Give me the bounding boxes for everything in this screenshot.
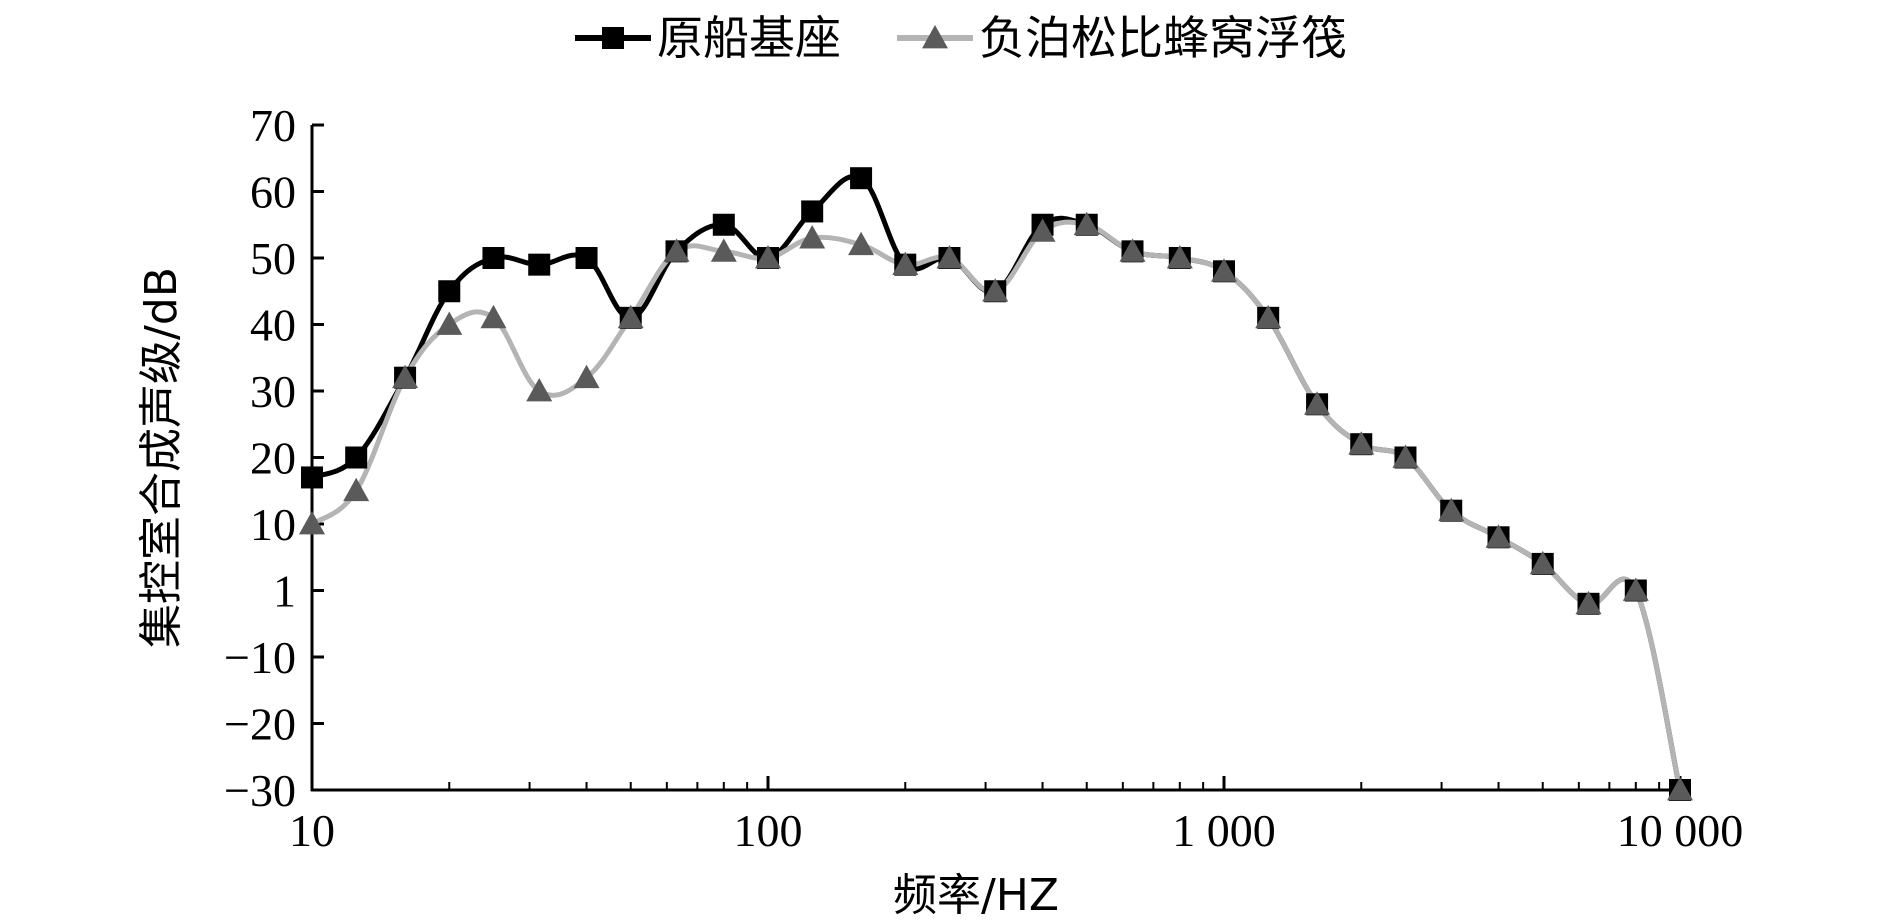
series-2-markers	[299, 211, 1693, 801]
data-point	[1667, 777, 1693, 801]
series-line	[310, 173, 1683, 791]
data-point	[1575, 590, 1602, 615]
y-tick-label: 40	[250, 300, 296, 351]
data-point	[799, 225, 826, 249]
x-tick-label: 10 000	[1617, 805, 1744, 856]
data-point	[1485, 524, 1512, 548]
data-point	[755, 245, 781, 269]
data-point	[1392, 444, 1419, 468]
legend-marker	[602, 27, 624, 49]
data-point	[1211, 258, 1237, 282]
legend-marker	[922, 25, 948, 49]
data-point	[1073, 211, 1100, 236]
y-tick-label: 50	[250, 233, 296, 284]
data-point	[1119, 238, 1146, 262]
data-point	[392, 364, 419, 389]
data-point	[982, 278, 1009, 302]
data-point	[801, 200, 824, 223]
series-2	[310, 219, 1683, 791]
axes	[310, 125, 1682, 792]
legend: 原船基座 负泊松比蜂窝浮筏	[575, 11, 1347, 65]
series-line	[310, 219, 1683, 791]
y-axis-title: 集控室合成声级/dB	[136, 267, 187, 648]
y-tick-label: 1	[273, 566, 296, 617]
data-point	[1348, 431, 1375, 455]
y-tick-label: −30	[224, 765, 296, 816]
x-tick-label: 10	[289, 805, 335, 856]
legend-label: 原船基座	[657, 11, 841, 65]
data-point	[617, 304, 644, 329]
data-point	[892, 251, 919, 276]
data-point	[299, 511, 325, 535]
data-point	[1255, 304, 1282, 329]
x-axis-title: 频率/HZ	[893, 870, 1059, 921]
x-tick-label: 1 000	[1172, 805, 1276, 856]
data-point	[528, 253, 551, 276]
data-point	[438, 280, 461, 303]
y-tick-label: −20	[224, 699, 296, 750]
data-point	[343, 477, 370, 502]
data-point	[1438, 497, 1465, 522]
data-point	[1529, 550, 1556, 575]
data-point	[936, 245, 963, 269]
y-tick-label: 10	[250, 499, 296, 550]
series-layer	[299, 167, 1693, 801]
data-point	[526, 378, 553, 402]
data-point	[1304, 391, 1331, 415]
legend-label: 负泊松比蜂窝浮筏	[979, 11, 1347, 65]
y-tick-label: 70	[250, 100, 296, 151]
data-point	[573, 364, 600, 389]
data-point	[848, 231, 875, 256]
data-point	[1622, 577, 1649, 601]
y-tick-label: −10	[224, 632, 296, 683]
data-point	[482, 247, 505, 269]
data-point	[1166, 245, 1193, 269]
y-tick-label: 30	[250, 366, 296, 417]
data-point	[345, 446, 368, 469]
data-point	[301, 466, 323, 489]
data-point	[480, 304, 507, 329]
data-point	[712, 213, 735, 236]
data-point	[1029, 218, 1056, 242]
data-point	[663, 238, 690, 262]
data-point	[436, 311, 463, 335]
y-tick-label: 20	[250, 433, 296, 484]
x-tick-label: 100	[734, 805, 803, 856]
y-tick-label: 60	[250, 167, 296, 218]
data-point	[575, 247, 598, 269]
data-point	[850, 167, 873, 190]
series-1-markers	[301, 167, 1691, 801]
data-point	[710, 238, 737, 262]
series-1	[310, 173, 1683, 791]
